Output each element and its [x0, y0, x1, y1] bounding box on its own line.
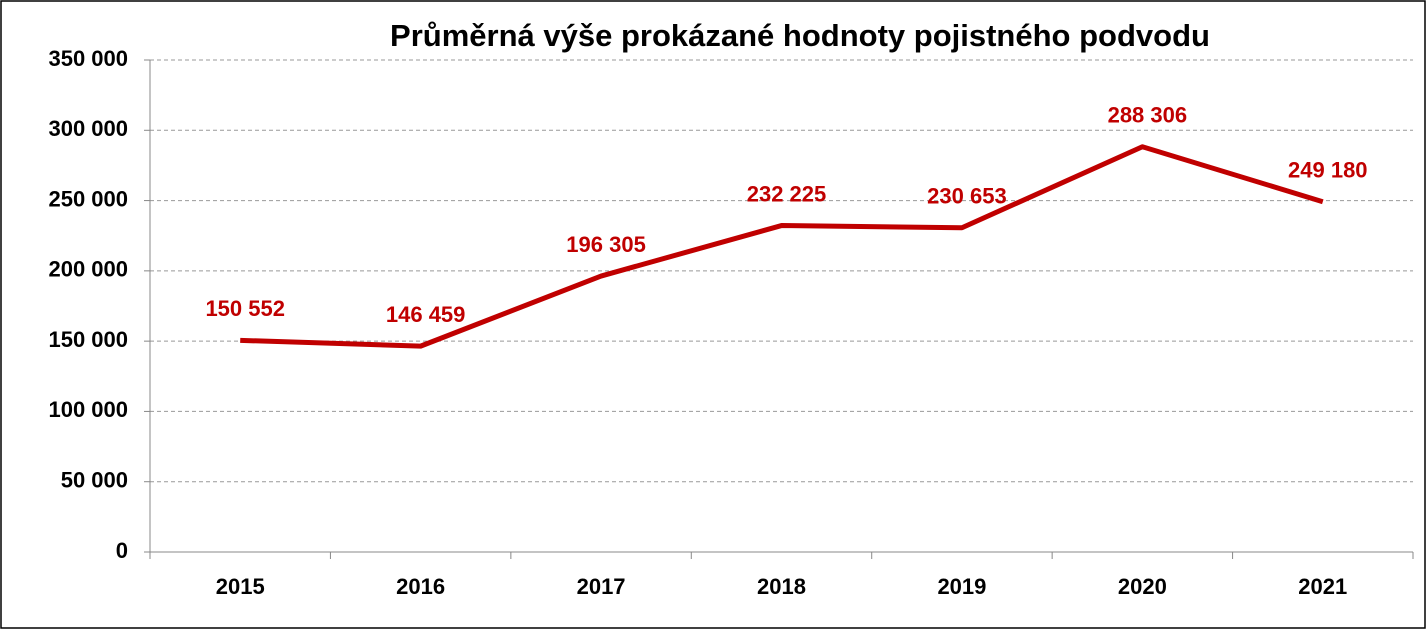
x-tick-label: 2020	[1118, 574, 1167, 599]
data-label: 230 653	[927, 184, 1007, 209]
y-tick-label: 150 000	[48, 327, 128, 352]
x-tick-label: 2016	[396, 574, 445, 599]
y-tick-label: 200 000	[48, 257, 128, 282]
y-tick-label: 100 000	[48, 397, 128, 422]
data-line	[240, 144, 1324, 349]
x-tick-label: 2017	[577, 574, 626, 599]
y-tick-label: 250 000	[48, 186, 128, 211]
y-tick-label: 0	[116, 538, 128, 563]
x-tick-label: 2015	[216, 574, 265, 599]
data-label: 196 305	[566, 232, 646, 257]
data-label: 232 225	[747, 181, 827, 206]
data-label: 150 552	[205, 296, 285, 321]
x-tick-label: 2019	[937, 574, 986, 599]
y-tick-label: 300 000	[48, 116, 128, 141]
data-label: 249 180	[1288, 158, 1368, 183]
y-tick-label: 50 000	[61, 468, 128, 493]
x-tick-label: 2018	[757, 574, 806, 599]
x-tick-label: 2021	[1298, 574, 1347, 599]
data-label: 146 459	[386, 302, 466, 327]
y-tick-label: 350 000	[48, 46, 128, 71]
data-label: 288 306	[1108, 103, 1188, 128]
chart-title: Průměrná výše prokázané hodnoty pojistné…	[390, 18, 1210, 53]
